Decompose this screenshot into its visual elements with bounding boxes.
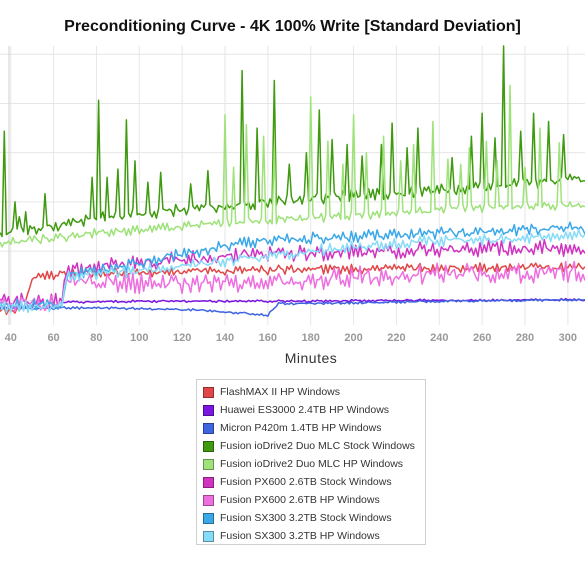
x-tick-label: 160 — [259, 332, 277, 344]
legend-item[interactable]: FlashMAX II HP Windows — [197, 383, 425, 401]
x-tick-label: 60 — [47, 332, 59, 344]
legend-swatch — [203, 476, 214, 488]
legend-swatch — [203, 458, 214, 470]
legend-label: Huawei ES3000 2.4TB HP Windows — [220, 404, 390, 416]
legend-swatch — [203, 530, 214, 542]
x-tick-label: 100 — [130, 332, 148, 344]
legend-item[interactable]: Fusion SX300 3.2TB HP Windows — [197, 527, 425, 545]
x-tick-label: 240 — [430, 332, 448, 344]
x-tick-label: 120 — [173, 332, 191, 344]
x-tick-label: 180 — [302, 332, 320, 344]
series-line-9 — [0, 228, 585, 314]
legend-label: Fusion SX300 3.2TB Stock Windows — [220, 512, 392, 524]
legend-swatch — [203, 404, 214, 416]
x-tick-label: 40 — [5, 332, 17, 344]
x-tick-label: 80 — [90, 332, 102, 344]
legend-label: Micron P420m 1.4TB HP Windows — [220, 422, 382, 434]
series-line-5 — [0, 84, 585, 248]
legend-item[interactable]: Fusion PX600 2.6TB Stock Windows — [197, 473, 425, 491]
x-tick-label: 140 — [216, 332, 234, 344]
legend-swatch — [203, 386, 214, 398]
x-tick-label: 220 — [387, 332, 405, 344]
x-tick-label: 260 — [473, 332, 491, 344]
legend-item[interactable]: Micron P420m 1.4TB HP Windows — [197, 419, 425, 437]
series-line-4 — [0, 45, 585, 238]
x-tick-label: 300 — [559, 332, 577, 344]
legend-swatch — [203, 440, 214, 452]
legend-label: FlashMAX II HP Windows — [220, 386, 341, 398]
legend-label: Fusion ioDrive2 Duo MLC Stock Windows — [220, 440, 415, 452]
x-axis-label: Minutes — [284, 350, 338, 366]
legend-item[interactable]: Huawei ES3000 2.4TB HP Windows — [197, 401, 425, 419]
legend-item[interactable]: Fusion PX600 2.6TB HP Windows — [197, 491, 425, 509]
legend-label: Fusion PX600 2.6TB Stock Windows — [220, 476, 392, 488]
x-tick-label: 200 — [344, 332, 362, 344]
plot-area: 40 60 80 100 120 140 160 180 200 220 240 260 280 300 — [0, 45, 585, 344]
legend-item[interactable]: Fusion SX300 3.2TB Stock Windows — [197, 509, 425, 527]
legend-label: Fusion SX300 3.2TB HP Windows — [220, 530, 380, 542]
series-line-3 — [0, 298, 585, 317]
chart-legend: FlashMAX II HP Windows Huawei ES3000 2.4T… — [196, 379, 426, 545]
legend-label: Fusion PX600 2.6TB HP Windows — [220, 494, 380, 506]
legend-swatch — [203, 494, 214, 506]
legend-swatch — [203, 422, 214, 434]
series-line-7 — [0, 260, 585, 313]
legend-item[interactable]: Fusion ioDrive2 Duo MLC HP Windows — [197, 455, 425, 473]
x-tick-label: 280 — [516, 332, 534, 344]
chart-title: Preconditioning Curve - 4K 100% Write [S… — [64, 18, 521, 35]
legend-item[interactable]: Fusion ioDrive2 Duo MLC Stock Windows — [197, 437, 425, 455]
legend-swatch — [203, 512, 214, 524]
legend-label: Fusion ioDrive2 Duo MLC HP Windows — [220, 458, 404, 470]
